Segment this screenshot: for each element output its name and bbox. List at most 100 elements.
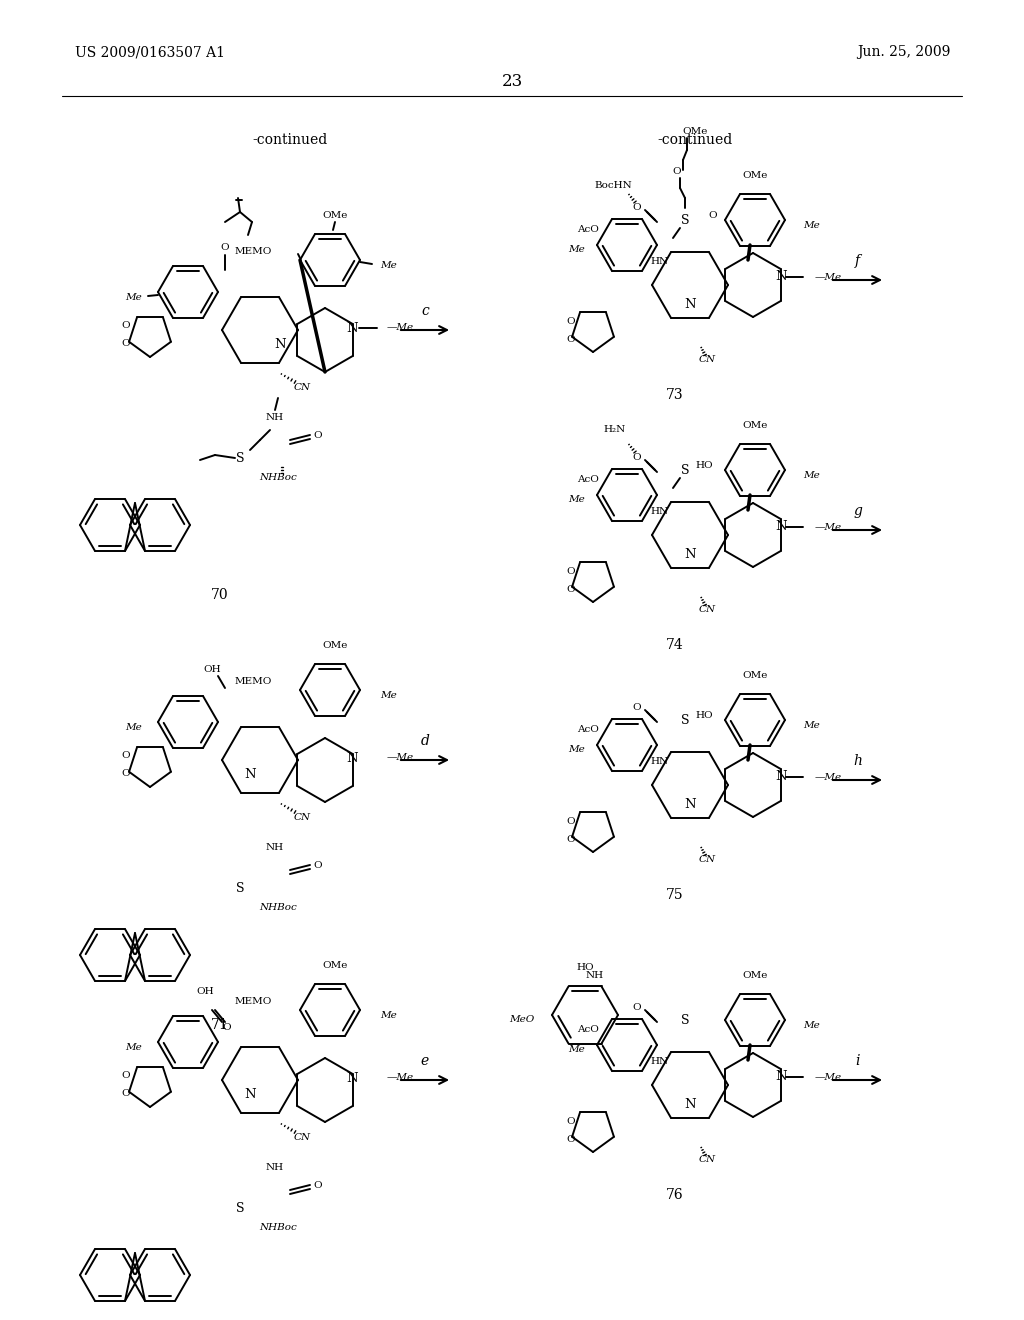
Text: g: g (853, 504, 862, 517)
Text: i: i (855, 1053, 860, 1068)
Text: CN: CN (698, 855, 716, 865)
Text: Me: Me (380, 690, 396, 700)
Text: OMe: OMe (742, 672, 768, 681)
Text: CN: CN (698, 1155, 716, 1164)
Text: Me: Me (380, 260, 396, 269)
Text: NHBoc: NHBoc (259, 474, 297, 483)
Text: e: e (421, 1053, 429, 1068)
Text: O: O (122, 1072, 130, 1081)
Text: N: N (684, 298, 696, 312)
Text: S: S (681, 214, 689, 227)
Text: HN: HN (651, 1057, 669, 1067)
Text: S: S (236, 1201, 245, 1214)
Text: HO: HO (577, 962, 594, 972)
Text: d: d (421, 734, 429, 748)
Text: Me: Me (380, 1011, 396, 1019)
Text: BocHN: BocHN (594, 181, 632, 190)
Text: MeO: MeO (509, 1015, 534, 1024)
Text: N: N (346, 751, 357, 764)
Text: HN: HN (651, 257, 669, 267)
Text: AcO: AcO (578, 726, 599, 734)
Text: N: N (684, 1098, 696, 1111)
Text: NH: NH (266, 1163, 284, 1172)
Text: Me: Me (568, 746, 585, 755)
Text: N: N (244, 768, 256, 781)
Text: N: N (775, 520, 786, 533)
Text: O: O (566, 317, 575, 326)
Text: N: N (684, 549, 696, 561)
Text: Me: Me (125, 722, 142, 731)
Text: f: f (855, 253, 860, 268)
Text: —Me: —Me (387, 1073, 414, 1082)
Text: 76: 76 (667, 1188, 684, 1203)
Text: S: S (236, 882, 245, 895)
Text: S: S (681, 714, 689, 726)
Text: Me: Me (803, 220, 820, 230)
Text: O: O (673, 168, 681, 177)
Text: AcO: AcO (578, 475, 599, 484)
Text: MEMO: MEMO (234, 248, 272, 256)
Text: —Me: —Me (387, 754, 414, 763)
Text: NHBoc: NHBoc (259, 1224, 297, 1233)
Text: OMe: OMe (742, 421, 768, 430)
Text: O: O (633, 454, 641, 462)
Text: O: O (221, 243, 229, 252)
Text: Jun. 25, 2009: Jun. 25, 2009 (857, 45, 950, 59)
Text: CN: CN (698, 606, 716, 615)
Text: O: O (313, 430, 323, 440)
Text: CN: CN (294, 384, 310, 392)
Text: c: c (421, 304, 429, 318)
Text: Me: Me (568, 246, 585, 255)
Text: —Me: —Me (815, 1072, 842, 1081)
Text: Me: Me (803, 721, 820, 730)
Text: AcO: AcO (578, 226, 599, 235)
Text: -continued: -continued (252, 133, 328, 147)
Text: —Me: —Me (815, 772, 842, 781)
Text: —Me: —Me (387, 323, 414, 333)
Text: O: O (122, 339, 130, 348)
Text: NH: NH (266, 843, 284, 853)
Text: OMe: OMe (323, 211, 348, 220)
Text: O: O (566, 334, 575, 343)
Text: —Me: —Me (815, 272, 842, 281)
Text: O: O (633, 704, 641, 713)
Text: O: O (122, 1089, 130, 1098)
Text: HN: HN (651, 758, 669, 767)
Text: HO: HO (695, 461, 713, 470)
Text: N: N (346, 322, 357, 334)
Text: MEMO: MEMO (234, 677, 272, 686)
Text: —Me: —Me (815, 523, 842, 532)
Text: NH: NH (586, 972, 604, 981)
Text: Me: Me (568, 495, 585, 504)
Text: O: O (709, 210, 717, 219)
Text: Me: Me (568, 1045, 585, 1055)
Text: OMe: OMe (742, 172, 768, 181)
Text: O: O (566, 1117, 575, 1126)
Text: N: N (346, 1072, 357, 1085)
Text: S: S (236, 451, 245, 465)
Text: N: N (244, 1089, 256, 1101)
Text: S: S (681, 1014, 689, 1027)
Text: O: O (122, 751, 130, 760)
Text: O: O (313, 861, 323, 870)
Text: 70: 70 (211, 587, 228, 602)
Text: O: O (222, 1023, 231, 1031)
Text: O: O (566, 834, 575, 843)
Text: O: O (566, 1134, 575, 1143)
Text: 75: 75 (667, 888, 684, 902)
Text: N: N (684, 799, 696, 812)
Text: CN: CN (294, 813, 310, 822)
Text: O: O (633, 1003, 641, 1012)
Text: HO: HO (695, 710, 713, 719)
Text: O: O (566, 566, 575, 576)
Text: O: O (313, 1180, 323, 1189)
Text: NHBoc: NHBoc (259, 903, 297, 912)
Text: O: O (122, 322, 130, 330)
Text: Me: Me (125, 1043, 142, 1052)
Text: O: O (122, 770, 130, 779)
Text: OH: OH (203, 665, 221, 675)
Text: OMe: OMe (682, 128, 708, 136)
Text: 71: 71 (211, 1018, 229, 1032)
Text: OH: OH (197, 987, 214, 997)
Text: CN: CN (698, 355, 716, 364)
